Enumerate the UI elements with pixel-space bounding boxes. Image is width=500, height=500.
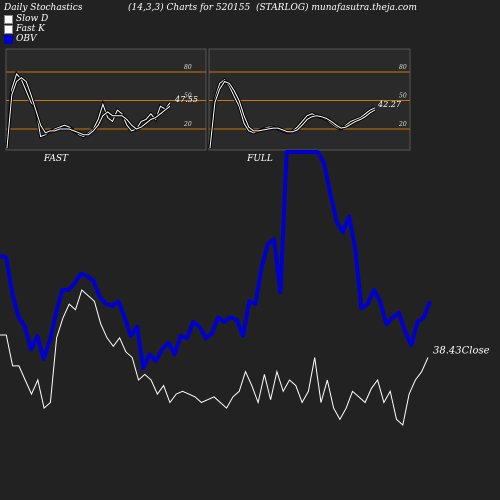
full-tick-50: 50: [399, 93, 407, 100]
legend-fast-k-swatch: [4, 24, 13, 34]
full-tick-80: 80: [399, 64, 407, 71]
fast-tick-50: 50: [184, 93, 192, 100]
chart-params: (14,3,3) Charts for 520155: [128, 3, 251, 13]
fast-tick-80: 80: [184, 64, 192, 71]
fast-panel-label: FAST: [43, 154, 69, 164]
legend-obv-swatch: [4, 34, 13, 44]
full-tick-20: 20: [398, 121, 407, 128]
obv-line: [0, 150, 432, 370]
legend-slow-d-swatch: [4, 14, 13, 24]
fast-tick-20: 20: [183, 121, 192, 128]
full-panel-label: FULL: [246, 154, 273, 164]
chart-symbol: (STARLOG) munafasutra.theja.com: [256, 3, 417, 13]
legend-slow-d-label: Slow D: [16, 14, 49, 24]
full-last-value: 42.27: [377, 100, 402, 109]
legend-fast-k: Fast K: [4, 24, 45, 34]
fast-last-value: 47.55: [174, 95, 198, 104]
legend-obv: OBV: [4, 34, 37, 44]
legend-obv-label: OBV: [16, 34, 37, 44]
chart-title: Daily Stochastics: [4, 3, 83, 13]
fast-series-slow-d: [6, 77, 171, 149]
legend-slow-d: Slow D: [4, 14, 48, 24]
close-line: [0, 289, 429, 426]
legend-fast-k-label: Fast K: [16, 24, 45, 34]
close-last-value: 38.43Close: [433, 346, 490, 357]
full-series-slow-d: [209, 80, 376, 149]
